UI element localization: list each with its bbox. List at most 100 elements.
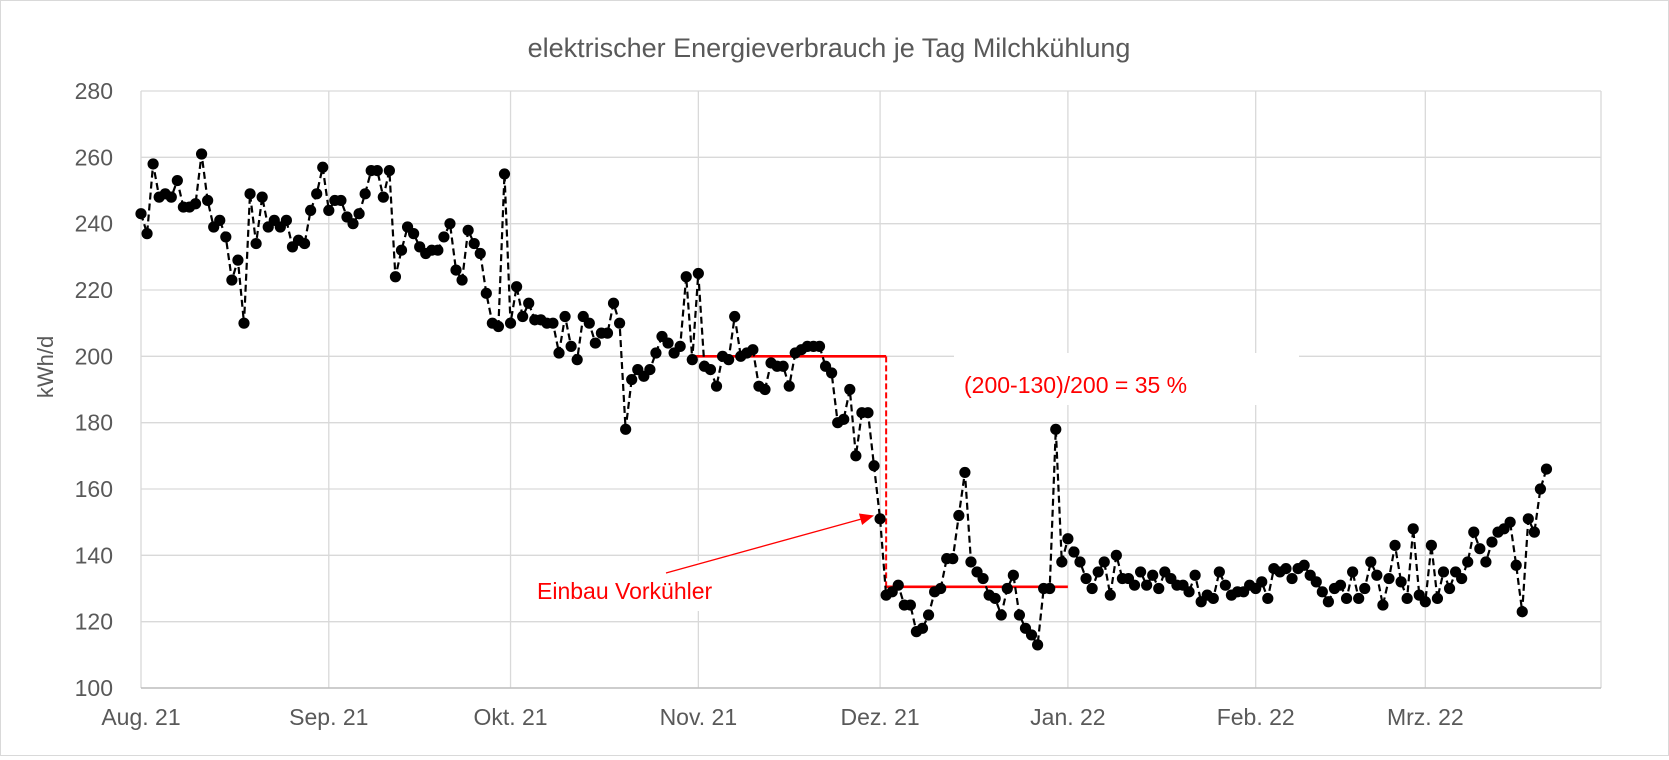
data-point: [1086, 582, 1098, 595]
data-point: [704, 364, 717, 376]
data-point: [298, 237, 311, 250]
data-point: [1510, 559, 1522, 571]
data-point: [547, 317, 559, 329]
data-point: [492, 320, 505, 333]
chart-title: elektrischer Energieverbrauch je Tag Mil…: [528, 33, 1131, 63]
data-point: [438, 231, 450, 243]
data-point: [838, 413, 850, 425]
data-point: [226, 274, 238, 286]
data-point: [759, 383, 771, 396]
data-point: [1092, 566, 1104, 578]
data-point: [583, 317, 595, 329]
data-point: [1462, 556, 1474, 568]
annotation-arrow-head: [858, 513, 874, 525]
data-point: [347, 218, 359, 230]
data-point: [1377, 599, 1389, 611]
data-point: [474, 247, 486, 260]
data-point: [1310, 576, 1322, 588]
data-point: [1280, 563, 1292, 575]
data-point: [1528, 526, 1540, 538]
data-point: [589, 337, 601, 349]
data-point: [1110, 549, 1122, 561]
data-point: [383, 165, 395, 177]
data-point: [1334, 579, 1347, 591]
data-point: [692, 267, 704, 280]
data-point: [565, 340, 577, 352]
data-point: [408, 228, 420, 240]
data-point: [1256, 576, 1268, 588]
data-point: [904, 599, 916, 611]
x-tick-label: Sep. 21: [289, 704, 368, 730]
data-point: [220, 231, 232, 243]
x-tick-label: Nov. 21: [660, 704, 738, 730]
data-point: [135, 208, 147, 220]
y-axis-label: kWh/d: [33, 336, 58, 398]
data-point: [456, 274, 468, 286]
data-point: [935, 582, 947, 595]
data-point: [1480, 556, 1492, 568]
series-layer: [135, 148, 1553, 651]
data-point: [607, 297, 620, 309]
arrow-label-box: [526, 561, 766, 611]
data-point: [1104, 589, 1116, 601]
data-point: [916, 622, 929, 634]
data-point: [480, 287, 492, 299]
data-point: [1213, 566, 1225, 578]
data-point: [777, 360, 789, 372]
data-point: [1322, 596, 1334, 608]
data-point: [1389, 539, 1401, 551]
y-tick-label: 240: [75, 211, 113, 237]
data-point: [1365, 556, 1377, 568]
x-tick-label: Dez. 21: [840, 704, 919, 730]
data-point: [353, 208, 365, 220]
data-point: [450, 264, 462, 276]
data-point: [1534, 483, 1547, 495]
x-tick-label: Okt. 21: [473, 704, 547, 730]
data-point: [1353, 592, 1365, 605]
data-point: [813, 340, 826, 352]
data-point: [1431, 592, 1444, 605]
data-point: [1025, 629, 1038, 641]
data-point: [686, 354, 698, 366]
y-tick-label: 140: [75, 542, 113, 568]
data-point: [874, 513, 886, 525]
data-point: [1134, 566, 1147, 578]
data-point: [1074, 556, 1086, 568]
data-point: [783, 380, 795, 392]
y-tick-label: 200: [75, 343, 113, 369]
data-point: [195, 148, 208, 160]
data-point: [395, 244, 408, 256]
data-point: [1347, 566, 1359, 578]
data-point: [747, 344, 759, 356]
data-point: [1401, 592, 1413, 605]
data-point: [511, 281, 523, 293]
data-point: [1056, 556, 1068, 568]
data-point: [710, 380, 723, 392]
y-tick-label: 160: [75, 476, 113, 502]
data-point: [959, 466, 971, 479]
data-point: [504, 317, 517, 329]
data-point: [1443, 582, 1456, 595]
data-point: [1486, 536, 1498, 548]
data-point: [1383, 572, 1395, 585]
data-point: [1456, 572, 1468, 585]
y-tick-label: 100: [75, 675, 113, 701]
data-point: [826, 367, 838, 379]
data-point: [1001, 582, 1013, 595]
data-point: [626, 373, 638, 386]
data-point: [862, 407, 874, 419]
data-point: [232, 254, 244, 266]
x-tick-label: Aug. 21: [101, 704, 180, 730]
data-point: [729, 310, 741, 323]
data-point: [1359, 582, 1371, 595]
data-point: [244, 188, 256, 200]
data-point: [389, 271, 402, 283]
data-point: [662, 337, 674, 349]
y-tick-label: 260: [75, 144, 113, 170]
x-tick-label: Mrz. 22: [1387, 704, 1464, 730]
reduction-annotation: (200-130)/200 = 35 %: [964, 372, 1187, 398]
data-point: [165, 191, 177, 203]
data-point: [523, 297, 535, 309]
data-point: [1219, 579, 1231, 591]
